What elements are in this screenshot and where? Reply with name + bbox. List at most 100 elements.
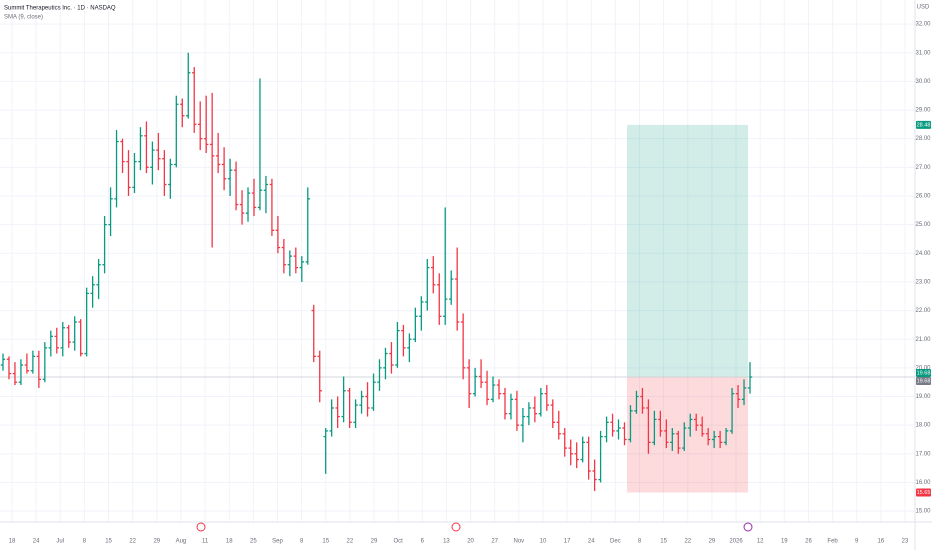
x-tick-label: 27 [491, 539, 498, 545]
ohlc-bar [694, 413, 699, 431]
ohlc-bar [108, 187, 113, 237]
ohlc-bar [120, 138, 125, 174]
ohlc-bar [413, 307, 418, 343]
y-tick-label: 31.00 [915, 50, 931, 56]
stop-zone [627, 377, 748, 493]
ohlc-bar [705, 428, 711, 446]
x-tick-label: 18 [226, 539, 233, 545]
x-tick-label: 25 [250, 539, 257, 545]
y-tick-label: 29.00 [915, 108, 931, 114]
ohlc-bar [508, 393, 514, 420]
ohlc-bar [239, 190, 245, 225]
y-tick-label: 19.00 [915, 394, 931, 400]
ohlc-bar [538, 387, 544, 417]
y-tick-label: 28.00 [915, 136, 931, 142]
ohlc-bar [42, 342, 48, 383]
x-tick-label: 20 [467, 539, 474, 545]
target-zone [627, 124, 748, 378]
event-marker[interactable] [196, 522, 206, 532]
ohlc-bar [281, 238, 287, 274]
x-tick-label: Oct [393, 539, 403, 545]
ohlc-bar [150, 141, 155, 185]
y-tick-label: 15.00 [915, 509, 931, 515]
ohlc-bar [299, 256, 304, 282]
ohlc-bar [180, 98, 185, 128]
x-tick-label: 8 [638, 539, 642, 545]
event-marker[interactable] [451, 522, 461, 532]
x-tick-label: Dec [610, 539, 621, 545]
ohlc-bar [556, 410, 561, 440]
ohlc-bar [419, 296, 424, 331]
ohlc-bar [688, 413, 693, 437]
x-tick-label: Sep [272, 539, 283, 545]
y-tick-label: 16.00 [915, 480, 931, 486]
ohlc-bar [580, 436, 585, 463]
target-label-box [916, 120, 931, 129]
ohlc-bar [622, 422, 627, 446]
ohlc-bar [532, 396, 538, 423]
ohlc-bar [198, 101, 203, 151]
ohlc-bar [126, 150, 131, 196]
ohlc-bar [514, 390, 520, 431]
ohlc-bar [227, 158, 233, 196]
x-tick-label: 29 [371, 539, 378, 545]
ohlc-bar [616, 419, 621, 440]
ohlc-bar [0, 353, 6, 371]
x-tick-label: 2026 [729, 539, 743, 545]
ohlc-bar [658, 410, 663, 437]
ohlc-bar [592, 459, 597, 492]
ohlc-bar [454, 247, 460, 331]
ohlc-bar [586, 436, 591, 480]
y-tick-label: 17.00 [915, 451, 931, 457]
ohlc-bar [96, 258, 101, 300]
ohlc-bar [365, 382, 370, 417]
ohlc-bar [114, 130, 119, 208]
ohlc-bar [598, 430, 603, 483]
x-tick-label: 9 [855, 539, 859, 545]
ohlc-bar [646, 399, 651, 454]
ohlc-bar [269, 178, 275, 237]
ohlc-bar [526, 402, 532, 426]
chart-title: Summit Therapeutics Inc. · 1D · NASDAQ [4, 6, 116, 12]
x-tick-label: 23 [902, 539, 909, 545]
x-tick-label: 24 [33, 539, 40, 545]
x-tick-label: 19 [781, 539, 788, 545]
indicator-label: SMA (9, close) [4, 15, 43, 21]
ohlc-bar [60, 322, 65, 357]
ohlc-bar [676, 430, 681, 454]
ohlc-bar [341, 376, 346, 423]
ohlc-bar [359, 390, 364, 414]
ohlc-bar [711, 430, 717, 449]
ohlc-bar [156, 132, 161, 171]
entry-label: 19.68 [917, 378, 931, 384]
x-tick-label: 6 [421, 539, 425, 545]
ohlc-bar [496, 379, 502, 400]
y-tick-label: 24.00 [915, 251, 931, 257]
ohlc-bar [215, 132, 221, 174]
ohlc-bar [311, 304, 316, 363]
ohlc-bar [490, 376, 496, 403]
ohlc-bar [735, 385, 741, 408]
ohlc-bar [186, 52, 191, 119]
ohlc-bar [168, 158, 173, 199]
ohlc-bar [102, 216, 107, 274]
y-tick-label: 18.00 [915, 423, 931, 429]
ohlc-bar [132, 152, 137, 194]
ohlc-bar [383, 347, 388, 380]
ohlc-bar [54, 327, 59, 354]
x-tick-label: Jul [56, 539, 64, 545]
x-tick-label: 17 [564, 539, 571, 545]
x-tick-label: 16 [878, 539, 885, 545]
x-tick-label: 26 [805, 539, 812, 545]
y-tick-label: 30.00 [915, 79, 931, 85]
event-marker[interactable] [743, 522, 753, 532]
stop-label-box [916, 488, 931, 497]
ohlc-bar [84, 287, 89, 357]
ohlc-bar [221, 147, 227, 191]
stop-label: 15.65 [917, 490, 931, 496]
ohlc-bar [741, 379, 747, 406]
ohlc-bar [72, 316, 77, 351]
x-tick-label: 22 [347, 539, 354, 545]
y-tick-label: 21.00 [915, 337, 931, 343]
